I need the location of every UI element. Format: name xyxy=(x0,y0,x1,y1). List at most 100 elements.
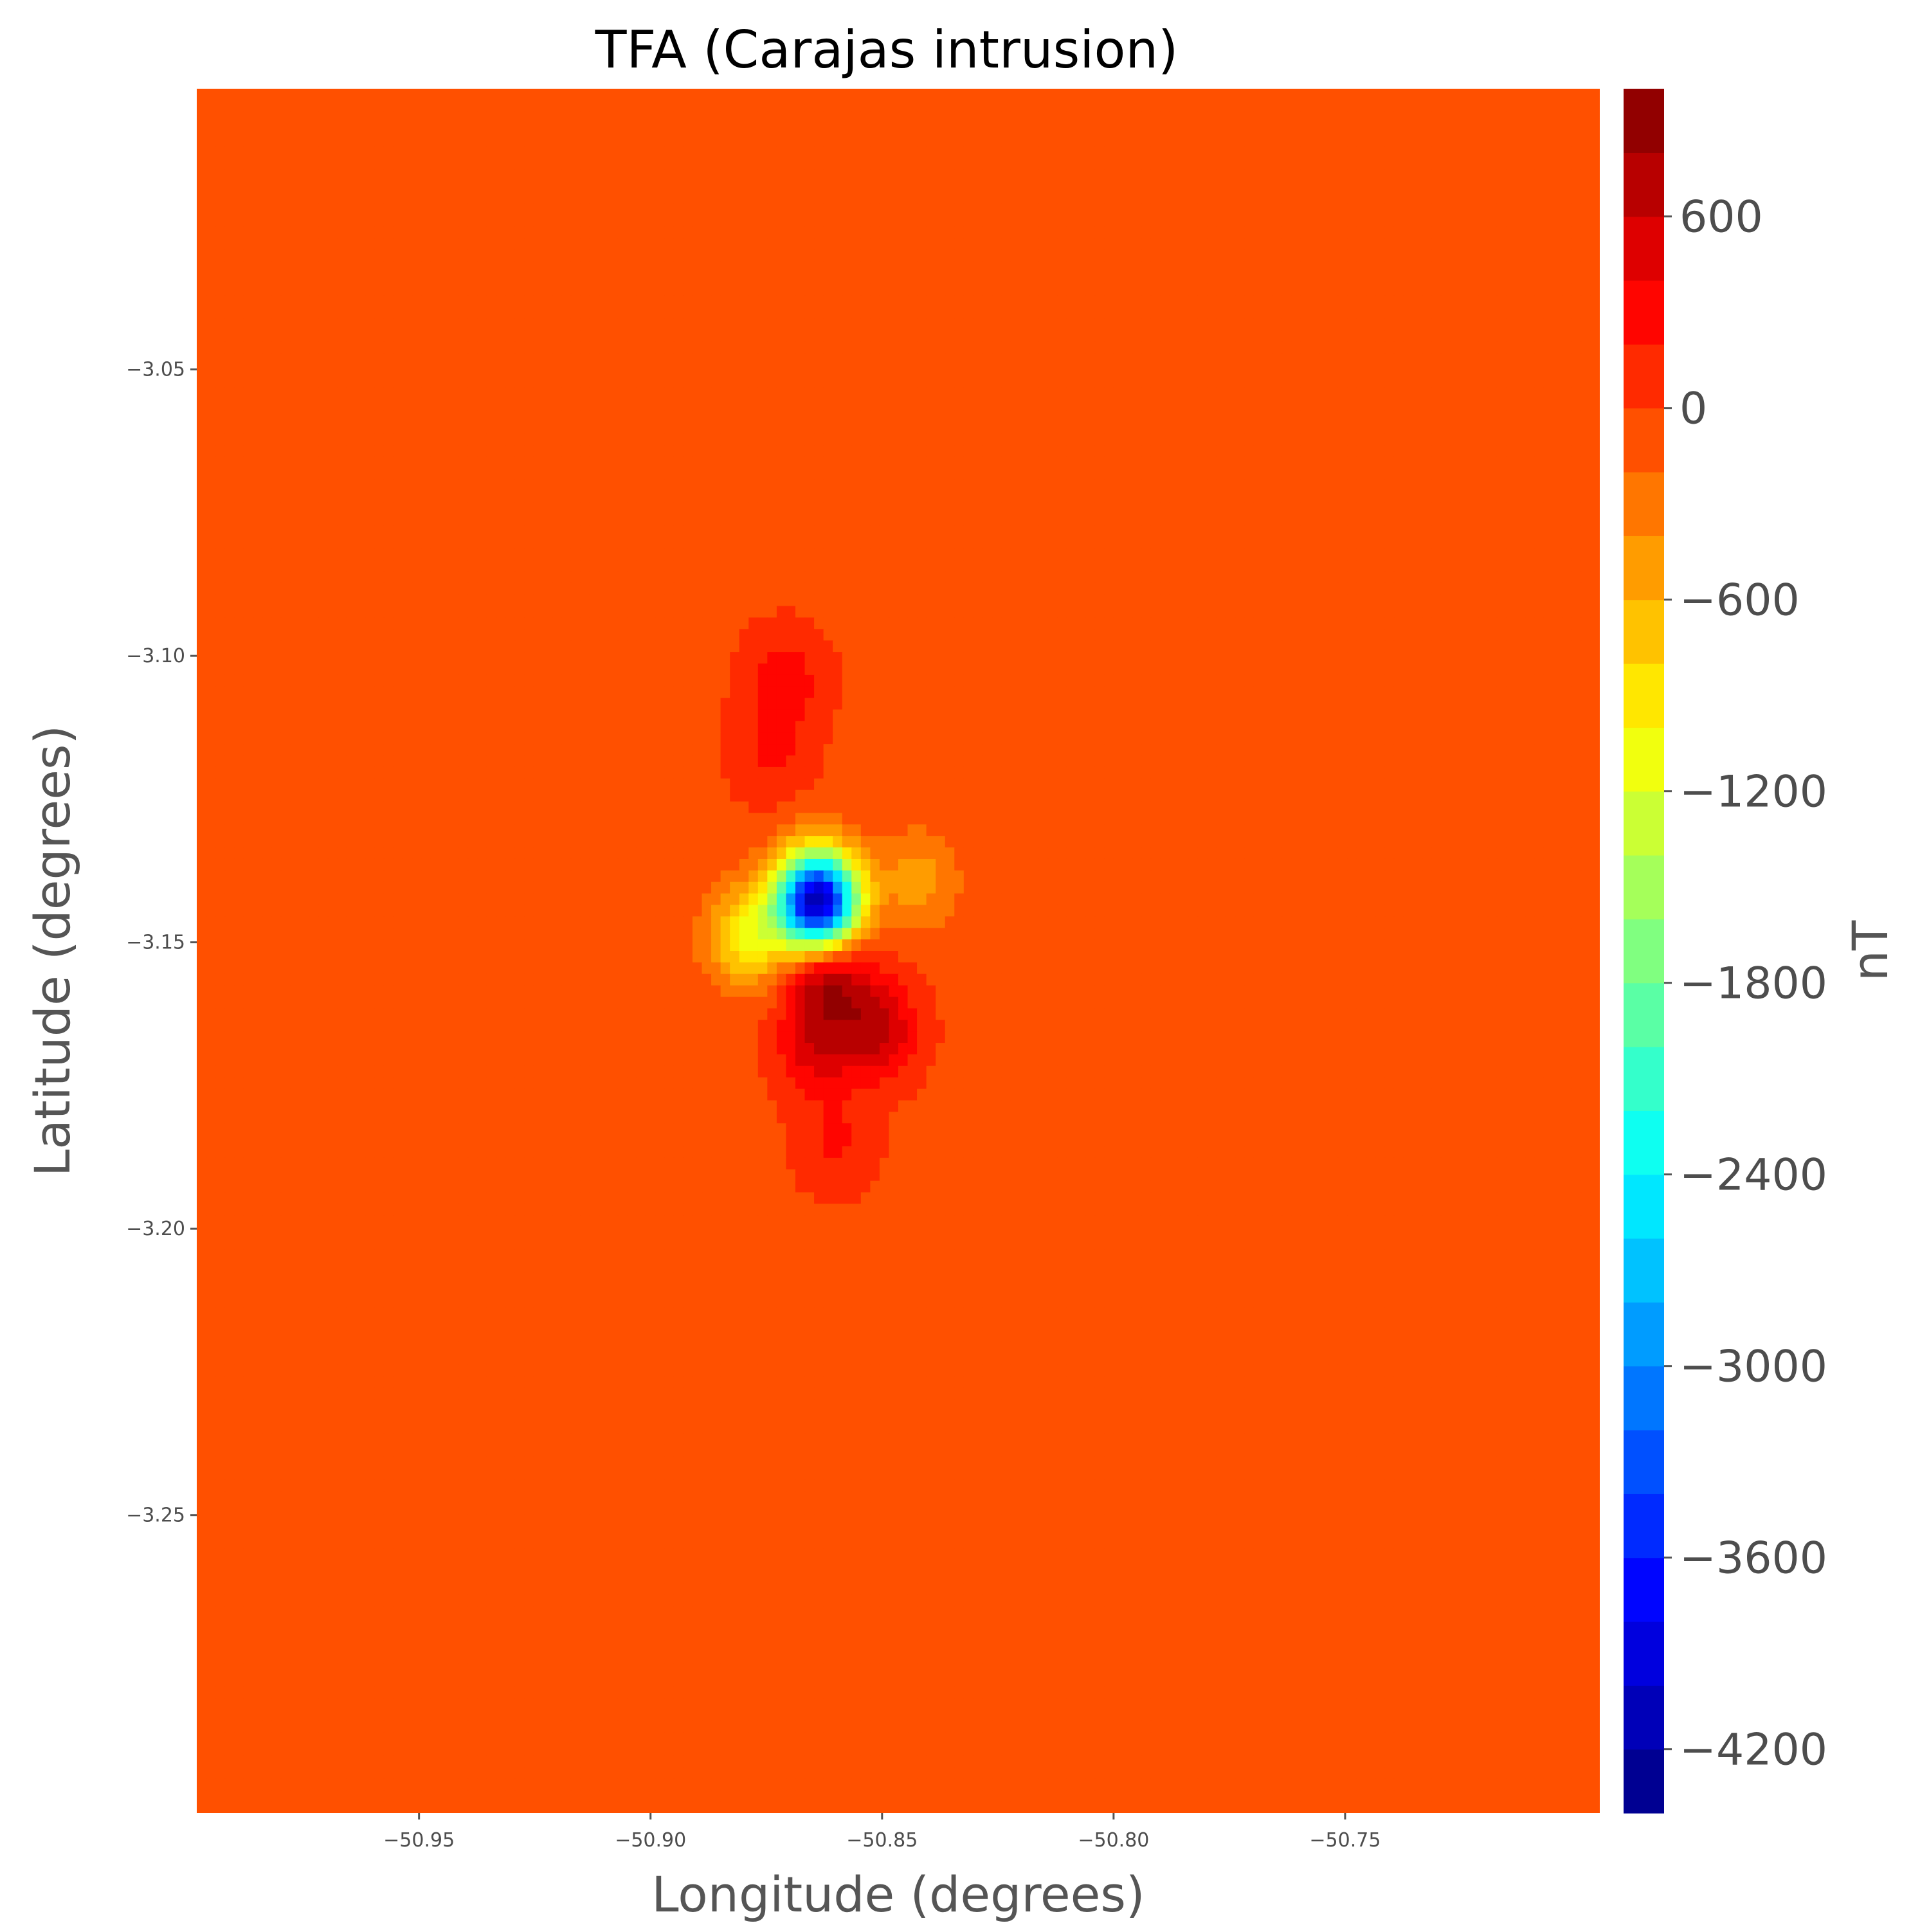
heatmap-cell xyxy=(973,238,983,250)
heatmap-cell xyxy=(646,238,656,250)
heatmap-cell xyxy=(1422,318,1432,331)
heatmap-cell xyxy=(1422,238,1432,250)
heatmap-cell xyxy=(1216,226,1226,239)
heatmap-cell xyxy=(673,353,684,365)
heatmap-cell xyxy=(870,365,880,377)
heatmap-cell xyxy=(346,468,356,480)
heatmap-cell xyxy=(356,456,366,469)
heatmap-cell xyxy=(1207,295,1217,308)
heatmap-cell xyxy=(1057,181,1067,193)
heatmap-cell xyxy=(243,387,253,400)
heatmap-cell xyxy=(1337,261,1348,273)
heatmap-cell xyxy=(383,249,394,262)
heatmap-cell xyxy=(936,146,946,158)
heatmap-cell xyxy=(1300,226,1310,239)
heatmap-cell xyxy=(730,365,740,377)
heatmap-cell xyxy=(449,100,459,113)
heatmap-cell xyxy=(1160,399,1170,411)
heatmap-cell xyxy=(1244,433,1254,446)
heatmap-cell xyxy=(365,181,375,193)
heatmap-cell xyxy=(570,399,581,411)
heatmap-cell xyxy=(617,215,628,228)
heatmap-cell xyxy=(1207,433,1217,446)
heatmap-cell xyxy=(496,445,506,457)
heatmap-cell xyxy=(561,330,572,342)
heatmap-cell xyxy=(795,226,806,239)
heatmap-cell xyxy=(1450,203,1460,216)
heatmap-cell xyxy=(580,330,590,342)
heatmap-cell xyxy=(917,146,927,158)
heatmap-cell xyxy=(1356,158,1366,170)
heatmap-cell xyxy=(206,410,216,423)
heatmap-cell xyxy=(1094,341,1105,354)
heatmap-cell xyxy=(692,100,703,113)
heatmap-cell xyxy=(365,399,375,411)
heatmap-cell xyxy=(1010,192,1020,204)
heatmap-cell xyxy=(280,249,291,262)
heatmap-cell xyxy=(1403,226,1413,239)
heatmap-cell xyxy=(1244,445,1254,457)
heatmap-cell xyxy=(533,123,543,136)
heatmap-cell xyxy=(458,238,469,250)
heatmap-cell xyxy=(804,365,815,377)
heatmap-cell xyxy=(1281,330,1292,342)
heatmap-cell xyxy=(1076,399,1086,411)
heatmap-cell xyxy=(954,330,964,342)
heatmap-cell xyxy=(954,111,964,124)
heatmap-cell xyxy=(1235,111,1245,124)
heatmap-cell xyxy=(243,365,253,377)
heatmap-cell xyxy=(467,353,478,365)
heatmap-cell xyxy=(720,422,730,434)
heatmap-cell xyxy=(570,158,581,170)
heatmap-cell xyxy=(533,169,543,181)
heatmap-cell xyxy=(889,445,899,457)
heatmap-cell xyxy=(757,273,768,285)
heatmap-cell xyxy=(992,249,1002,262)
heatmap-cell xyxy=(1310,399,1320,411)
heatmap-cell xyxy=(1226,307,1236,320)
heatmap-cell xyxy=(673,318,684,331)
heatmap-cell xyxy=(580,238,590,250)
heatmap-cell xyxy=(1216,456,1226,469)
heatmap-cell xyxy=(1459,365,1469,377)
heatmap-cell xyxy=(570,456,581,469)
heatmap-cell xyxy=(1590,192,1600,204)
heatmap-cell xyxy=(262,387,272,400)
heatmap-cell xyxy=(1001,89,1011,101)
heatmap-cell xyxy=(1244,192,1254,204)
heatmap-cell xyxy=(533,468,543,480)
heatmap-cell xyxy=(346,422,356,434)
heatmap-cell xyxy=(655,273,665,285)
heatmap-cell xyxy=(1020,353,1030,365)
heatmap-cell xyxy=(458,158,469,170)
heatmap-cell xyxy=(1319,273,1329,285)
heatmap-cell xyxy=(533,433,543,446)
heatmap-cell xyxy=(982,376,993,388)
heatmap-cell xyxy=(1347,295,1357,308)
heatmap-cell xyxy=(346,100,356,113)
heatmap-cell xyxy=(1226,215,1236,228)
heatmap-cell xyxy=(1384,422,1395,434)
heatmap-cell xyxy=(795,410,806,423)
heatmap-cell xyxy=(1393,123,1404,136)
heatmap-cell xyxy=(1375,226,1386,239)
heatmap-cell xyxy=(1123,365,1133,377)
heatmap-cell xyxy=(1188,399,1199,411)
heatmap-cell xyxy=(1469,445,1479,457)
heatmap-cell xyxy=(1150,111,1161,124)
heatmap-cell xyxy=(1020,169,1030,181)
heatmap-cell xyxy=(655,215,665,228)
heatmap-cell xyxy=(1010,169,1020,181)
heatmap-cell xyxy=(982,422,993,434)
heatmap-cell xyxy=(1010,203,1020,216)
heatmap-cell xyxy=(1496,295,1507,308)
heatmap-cell xyxy=(879,422,890,434)
heatmap-cell xyxy=(720,134,730,147)
heatmap-cell xyxy=(327,100,338,113)
heatmap-cell xyxy=(973,422,983,434)
heatmap-cell xyxy=(1496,238,1507,250)
heatmap-cell xyxy=(1543,330,1553,342)
heatmap-cell xyxy=(851,433,862,446)
heatmap-cell xyxy=(833,134,843,147)
heatmap-cell xyxy=(730,226,740,239)
